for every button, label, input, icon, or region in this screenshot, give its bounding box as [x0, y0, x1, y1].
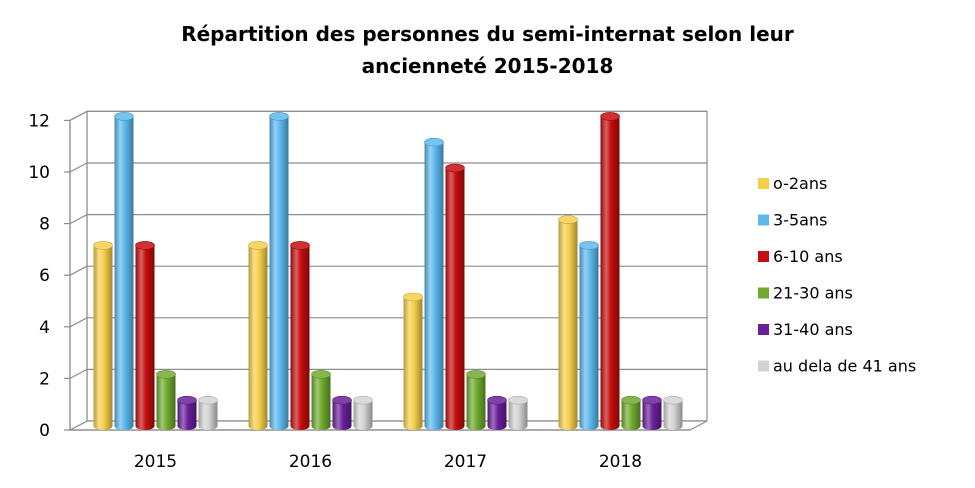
x-tick-label: 2018 [599, 452, 642, 472]
bar-3-5ans-2015 [114, 112, 134, 431]
axes: 0 2 4 6 8 10 12 2015 2016 2017 2018 [28, 111, 690, 472]
bar-31-40-ans-2017 [487, 395, 507, 430]
x-tick-label: 2017 [444, 452, 487, 472]
bar-au-dela-de-41-ans-2018 [663, 395, 683, 430]
bar-21-30-ans-2017 [466, 370, 486, 430]
legend-item-au-dela-de-41-ans: au dela de 41 ans [758, 357, 916, 376]
legend-label: 21-30 ans [773, 284, 853, 303]
legend-item-21-30-ans: 21-30 ans [758, 284, 853, 303]
y-tick-label: 8 [39, 215, 50, 235]
legend-label: au dela de 41 ans [773, 357, 916, 376]
legend: o-2ans 3-5ans 6-10 ans 21-30 ans 31-40 ans au… [758, 174, 916, 376]
legend-label: 6-10 ans [773, 247, 843, 266]
bar-31-40-ans-2018 [642, 395, 662, 430]
bar-o-2ans-2017 [403, 292, 423, 430]
bar-3-5ans-2018 [579, 241, 599, 430]
bar-au-dela-de-41-ans-2016 [353, 395, 373, 430]
gridline-side [69, 110, 88, 121]
legend-swatch [758, 360, 769, 372]
bar-au-dela-de-41-ans-2015 [198, 395, 218, 430]
gridline-side [69, 265, 88, 276]
bar-21-30-ans-2015 [156, 370, 176, 430]
y-tick-label: 10 [28, 163, 50, 183]
bar-o-2ans-2015 [93, 241, 113, 430]
bar-6-10-ans-2016 [290, 241, 310, 430]
legend-swatch [758, 178, 769, 189]
legend-item-31-40-ans: 31-40 ans [758, 320, 853, 339]
legend-label: 31-40 ans [773, 320, 853, 339]
legend-label: o-2ans [773, 174, 827, 193]
y-tick-label: 6 [39, 266, 50, 286]
bar-6-10-ans-2017 [445, 163, 465, 430]
chart-title-line-2: ancienneté 2015-2018 [361, 54, 614, 78]
bar-6-10-ans-2018 [600, 112, 620, 431]
legend-swatch [758, 214, 769, 226]
x-tick-label: 2016 [289, 452, 332, 472]
bar-3-5ans-2017 [424, 137, 444, 430]
bar-31-40-ans-2016 [332, 395, 352, 430]
y-tick-label: 0 [39, 421, 50, 441]
legend-label: 3-5ans [773, 211, 827, 230]
gridline-side [69, 368, 88, 379]
x-tick-label: 2015 [134, 452, 177, 472]
legend-swatch [758, 324, 769, 335]
chart-title-line-1: Répartition des personnes du semi-intern… [181, 22, 794, 46]
legend-item-3-5ans: 3-5ans [758, 211, 827, 230]
legend-swatch [758, 251, 769, 262]
y-tick-label: 4 [39, 318, 50, 338]
legend-swatch [758, 287, 769, 299]
chart-title: Répartition des personnes du semi-intern… [0, 18, 975, 82]
bar-31-40-ans-2015 [177, 395, 197, 430]
legend-item-o-2ans: o-2ans [758, 174, 827, 193]
bar-6-10-ans-2015 [135, 241, 155, 430]
gridline-side [69, 317, 88, 328]
gridline-side [69, 162, 88, 173]
bars [93, 112, 683, 431]
y-tick-label: 2 [39, 369, 50, 389]
bar-o-2ans-2016 [248, 241, 268, 430]
bar-21-30-ans-2018 [621, 395, 641, 430]
bar-o-2ans-2018 [558, 215, 578, 430]
bar-au-dela-de-41-ans-2017 [508, 395, 528, 430]
y-tick-label: 12 [28, 111, 50, 131]
gridline-side [69, 214, 88, 225]
bar-3-5ans-2016 [269, 112, 289, 431]
legend-item-6-10-ans: 6-10 ans [758, 247, 843, 266]
bar-21-30-ans-2016 [311, 370, 331, 430]
